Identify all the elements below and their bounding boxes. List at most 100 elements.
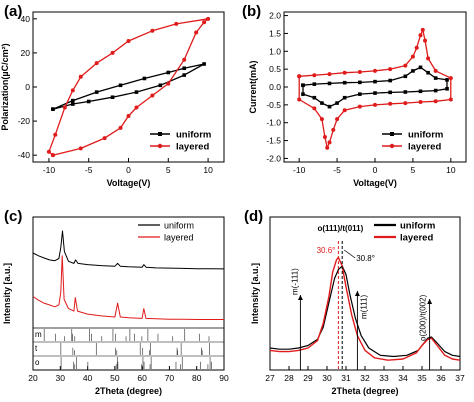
- legend-label-layered-d: layered: [400, 233, 433, 244]
- series-line-layered-d: [269, 256, 461, 361]
- data-point-layered-b: [357, 70, 362, 74]
- x-tick-label-b: 5: [411, 165, 416, 175]
- data-point-uniform-b: [411, 69, 415, 73]
- data-point-layered-b: [335, 117, 340, 122]
- data-point-uniform-b: [403, 74, 408, 79]
- data-point-layered-a: [134, 105, 139, 110]
- data-point-uniform-b: [445, 78, 449, 82]
- reference-row-label-m: m: [35, 330, 42, 339]
- y-tick-label-a: -20: [18, 116, 31, 126]
- y-tick-label-b: -1.5: [266, 136, 281, 146]
- legend-label-layered-b: layered: [408, 142, 441, 153]
- y-tick-label-b: 0.5: [269, 64, 281, 74]
- x-tick-label-c: 60: [137, 373, 147, 383]
- data-point-uniform-b: [403, 90, 408, 94]
- data-point-uniform-b: [445, 86, 449, 91]
- data-point-uniform-b: [426, 70, 430, 75]
- y-axis-label-b: Current(mA): [248, 60, 258, 113]
- data-point-layered-b: [312, 106, 317, 111]
- data-point-layered-b: [418, 100, 423, 104]
- data-point-layered-b: [414, 45, 419, 50]
- x-tick-label-d: 36: [436, 373, 446, 383]
- panel-label-c: (c): [4, 208, 22, 225]
- data-point-uniform-a: [86, 99, 91, 104]
- y-tick-label-b: 1.0: [269, 46, 281, 56]
- data-point-uniform-b: [433, 88, 438, 93]
- x-tick-label-c: 70: [165, 373, 175, 383]
- annotation-m111-arrowhead: [354, 291, 360, 296]
- panel-c: 20 30 40 50 60 70 80 90 mto uniform layered 2Theta …: [2, 208, 229, 396]
- legend-marker-layered-b: [389, 143, 395, 149]
- data-point-layered-b: [322, 135, 327, 139]
- legend-label-layered-c: layered: [164, 233, 194, 243]
- data-point-uniform-a: [134, 90, 139, 94]
- data-point-uniform-b: [373, 79, 377, 84]
- data-point-layered-a: [182, 57, 187, 62]
- data-point-layered-b: [433, 99, 438, 104]
- data-point-layered-b: [357, 104, 362, 109]
- x-tick-label-c: 50: [110, 373, 120, 383]
- data-point-layered-b: [418, 33, 423, 38]
- data-point-layered-a: [150, 93, 155, 98]
- y-axis-label-c: Intensity [a.u.]: [2, 263, 12, 324]
- annotation-o200-t002-arrowhead: [427, 299, 433, 304]
- data-point-layered-b: [342, 70, 347, 75]
- data-point-uniform-a: [158, 83, 163, 88]
- data-point-uniform-b: [327, 81, 332, 86]
- data-point-layered-b: [403, 101, 408, 106]
- x-tick-label-d: 35: [417, 373, 427, 383]
- legend-label-uniform-a: uniform: [176, 130, 211, 141]
- data-point-uniform-b: [327, 104, 332, 109]
- data-point-layered-b: [319, 117, 324, 122]
- data-point-layered-b: [423, 38, 428, 43]
- data-point-layered-b: [331, 127, 336, 132]
- data-point-layered-a: [150, 28, 155, 33]
- data-point-layered-a: [70, 88, 75, 93]
- data-point-layered-a: [206, 16, 211, 21]
- x-axis-label-a: Voltage(V): [107, 178, 151, 188]
- data-point-layered-a: [78, 74, 83, 79]
- data-point-layered-a: [174, 21, 179, 26]
- x-axis-label-d: 2Theta (degree): [331, 386, 398, 396]
- data-point-layered-b: [433, 68, 438, 73]
- x-tick-label-c: 90: [219, 373, 229, 383]
- data-point-uniform-b: [418, 65, 423, 70]
- data-point-layered-b: [448, 97, 453, 102]
- x-tick-label-c: 30: [56, 373, 66, 383]
- x-tick-label-d: 33: [379, 373, 389, 383]
- data-point-uniform-b: [358, 80, 362, 85]
- data-point-uniform-a: [70, 98, 75, 103]
- legend-marker-layered-a: [157, 143, 163, 149]
- data-point-layered-a: [46, 149, 51, 154]
- legend-marker-uniform-b: [390, 132, 394, 136]
- annotation-leader: [343, 249, 356, 259]
- data-point-layered-b: [297, 74, 302, 79]
- y-tick-label-a: 40: [21, 14, 31, 24]
- data-point-uniform-b: [301, 92, 305, 96]
- data-point-uniform-b: [312, 82, 317, 86]
- data-point-uniform-a: [94, 90, 99, 94]
- x-axis-label-c: 2Theta (degree): [95, 386, 162, 396]
- y-tick-label-a: -40: [18, 150, 31, 160]
- x-tick-label-d: 37: [455, 373, 465, 383]
- data-point-layered-b: [410, 54, 415, 59]
- x-tick-label-b: 10: [446, 165, 456, 175]
- annotation-peak-uniform: 30.8°: [356, 254, 375, 263]
- data-point-layered-a: [166, 81, 171, 86]
- data-point-layered-a: [194, 30, 199, 35]
- data-point-layered-b: [297, 97, 302, 102]
- series-line-uniform-d: [269, 265, 461, 358]
- data-point-uniform-a: [182, 73, 187, 77]
- panel-label-a: (a): [4, 3, 22, 20]
- data-point-uniform-a: [182, 66, 187, 71]
- data-point-layered-a: [78, 146, 83, 151]
- data-point-uniform-b: [358, 92, 362, 96]
- annotation-m111: m(111): [359, 295, 368, 319]
- data-point-layered-b: [312, 73, 317, 78]
- data-point-layered-a: [110, 50, 115, 55]
- x-tick-label-d: 28: [284, 373, 294, 383]
- data-point-layered-a: [53, 132, 58, 137]
- x-tick-label-a: 10: [203, 165, 213, 175]
- data-point-layered-b: [388, 67, 393, 72]
- data-point-layered-a: [202, 20, 207, 25]
